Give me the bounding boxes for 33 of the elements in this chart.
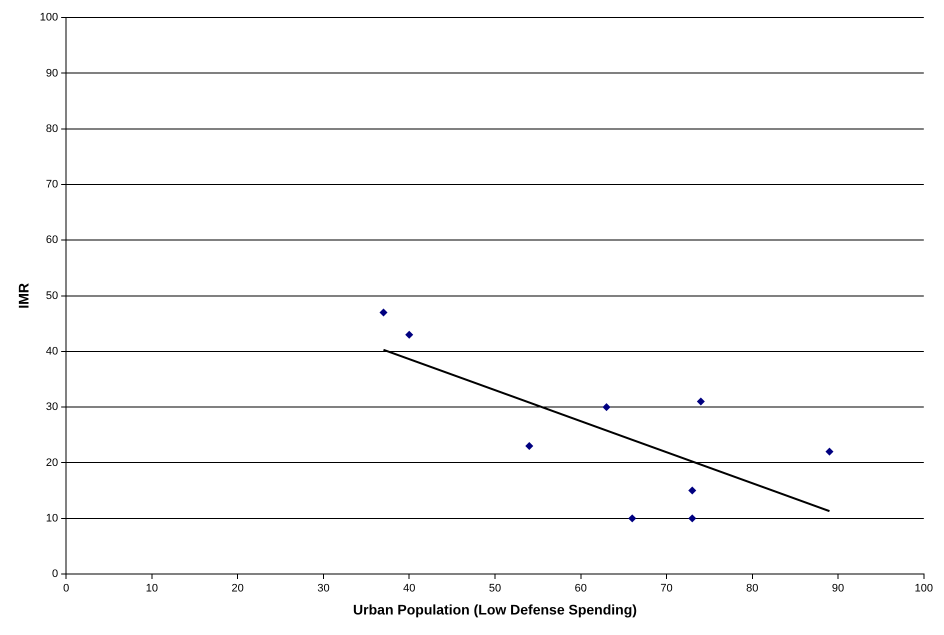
x-tick-label: 20 <box>232 582 244 595</box>
y-axis-title: IMR <box>15 282 32 309</box>
y-tick-label: 100 <box>40 12 58 24</box>
y-tick-label: 20 <box>46 456 58 469</box>
point <box>628 514 636 522</box>
point <box>379 308 388 316</box>
point <box>602 403 610 412</box>
x-tick-label: 60 <box>574 582 587 595</box>
x-tick-label: 100 <box>914 582 934 595</box>
y-tick-label: 60 <box>46 234 58 246</box>
point <box>825 448 834 456</box>
x-tick-label: 30 <box>317 582 330 595</box>
y-tick-label: 80 <box>46 122 58 135</box>
x-tick-label: 0 <box>63 582 70 595</box>
x-tick-label: 40 <box>403 582 416 595</box>
x-tick-label: 10 <box>146 582 158 595</box>
point <box>525 442 534 450</box>
point <box>696 398 705 406</box>
point <box>688 486 696 495</box>
point <box>405 330 414 339</box>
point <box>688 514 696 522</box>
y-tick-label: 30 <box>46 401 58 414</box>
x-tick-label: 90 <box>832 582 844 595</box>
y-tick-label: 70 <box>46 178 58 191</box>
x-tick-label: 80 <box>746 582 758 595</box>
x-tick-label: 50 <box>488 582 502 595</box>
y-tick-label: 50 <box>46 290 58 302</box>
y-tick-label: 10 <box>46 512 58 524</box>
y-tick-label: 40 <box>46 345 58 358</box>
x-axis-title: Urban Population (Low Defense Spending) <box>353 601 637 618</box>
y-tick-label: 0 <box>52 568 58 580</box>
y-tick-label: 90 <box>46 67 58 80</box>
x-tick-label: 70 <box>660 582 673 595</box>
